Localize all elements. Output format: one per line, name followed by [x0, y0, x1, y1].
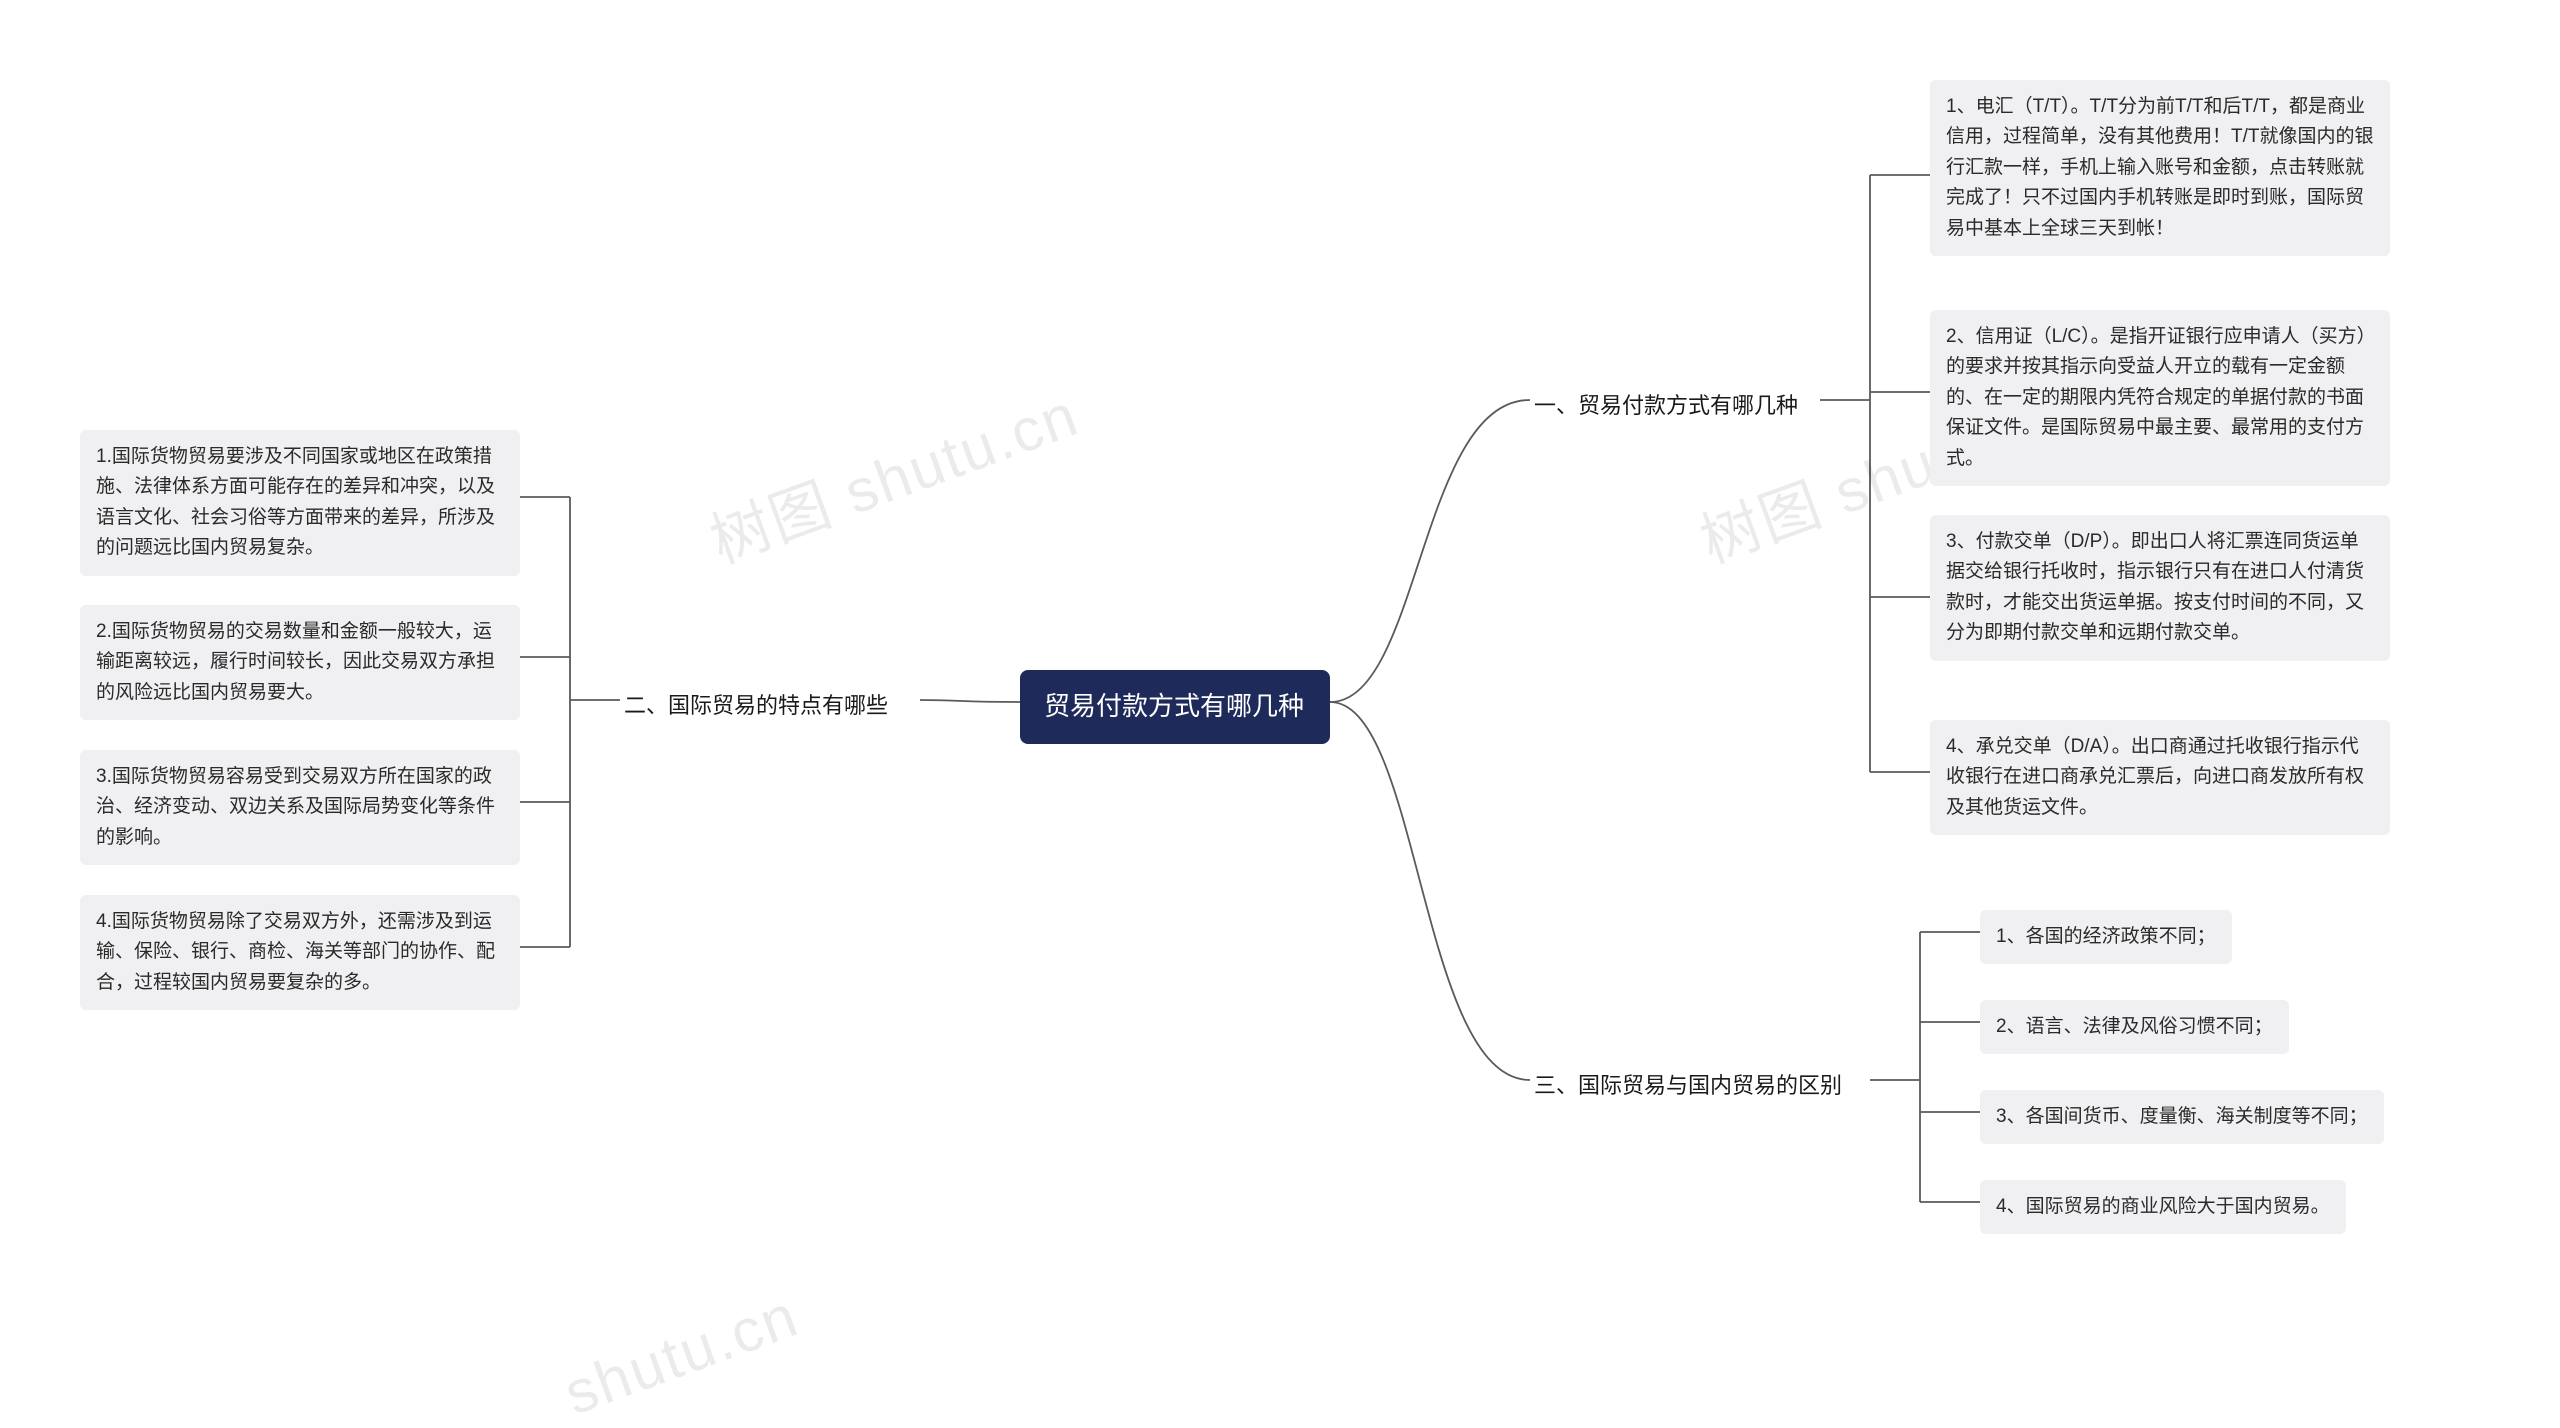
branch-node[interactable]: 二、国际贸易的特点有哪些 [620, 680, 892, 731]
leaf-node[interactable]: 1、电汇（T/T）。T/T分为前T/T和后T/T，都是商业信用，过程简单，没有其… [1930, 80, 2390, 256]
leaf-node[interactable]: 4、国际贸易的商业风险大于国内贸易。 [1980, 1180, 2346, 1234]
leaf-node[interactable]: 2、语言、法律及风俗习惯不同； [1980, 1000, 2289, 1054]
watermark: shutu.cn [556, 1281, 808, 1428]
mindmap-canvas: 树图 shutu.cn 树图 shutu.cn shutu.cn 贸易付款方式有… [0, 0, 2560, 1392]
leaf-node[interactable]: 1、各国的经济政策不同； [1980, 910, 2232, 964]
leaf-node[interactable]: 3、各国间货币、度量衡、海关制度等不同； [1980, 1090, 2384, 1144]
leaf-node[interactable]: 2.国际货物贸易的交易数量和金额一般较大，运输距离较远，履行时间较长，因此交易双… [80, 605, 520, 720]
leaf-node[interactable]: 3、付款交单（D/P）。即出口人将汇票连同货运单据交给银行托收时，指示银行只有在… [1930, 515, 2390, 661]
root-node[interactable]: 贸易付款方式有哪几种 [1020, 670, 1330, 744]
watermark: 树图 shutu.cn [697, 367, 1089, 581]
leaf-node[interactable]: 2、信用证（L/C）。是指开证银行应申请人（买方）的要求并按其指示向受益人开立的… [1930, 310, 2390, 486]
branch-node[interactable]: 一、贸易付款方式有哪几种 [1530, 380, 1802, 431]
leaf-node[interactable]: 4、承兑交单（D/A）。出口商通过托收银行指示代收银行在进口商承兑汇票后，向进口… [1930, 720, 2390, 835]
leaf-node[interactable]: 1.国际货物贸易要涉及不同国家或地区在政策措施、法律体系方面可能存在的差异和冲突… [80, 430, 520, 576]
leaf-node[interactable]: 3.国际货物贸易容易受到交易双方所在国家的政治、经济变动、双边关系及国际局势变化… [80, 750, 520, 865]
leaf-node[interactable]: 4.国际货物贸易除了交易双方外，还需涉及到运输、保险、银行、商检、海关等部门的协… [80, 895, 520, 1010]
branch-node[interactable]: 三、国际贸易与国内贸易的区别 [1530, 1060, 1846, 1111]
